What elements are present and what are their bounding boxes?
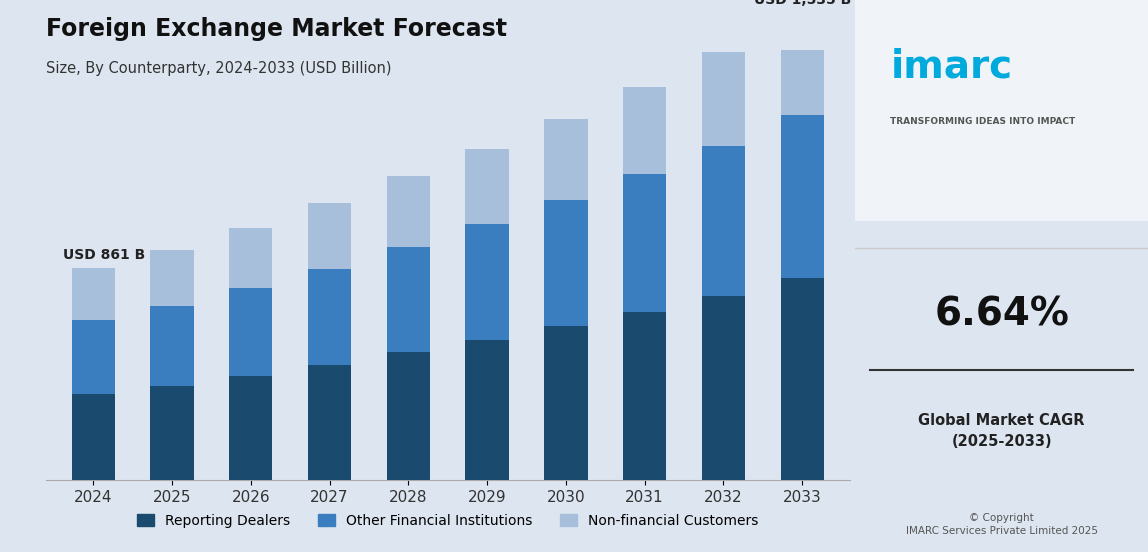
Bar: [71, 320, 115, 394]
Text: Global Market CAGR
(2025-2033): Global Market CAGR (2025-2033): [918, 412, 1085, 449]
Text: © Copyright
IMARC Services Private Limited 2025: © Copyright IMARC Services Private Limit…: [906, 513, 1097, 536]
Legend: Reporting Dealers, Other Financial Institutions, Non-financial Customers: Reporting Dealers, Other Financial Insti…: [132, 508, 763, 534]
Text: 6.64%: 6.64%: [934, 296, 1069, 333]
Text: USD 1,535 B: USD 1,535 B: [753, 0, 851, 7]
Bar: [623, 87, 666, 174]
Bar: [623, 174, 666, 312]
Bar: [71, 394, 115, 480]
Bar: [308, 204, 351, 269]
Bar: [150, 306, 194, 385]
Bar: [150, 385, 194, 480]
Bar: [623, 312, 666, 480]
FancyBboxPatch shape: [855, 0, 1148, 221]
Bar: [387, 177, 430, 247]
Bar: [781, 14, 824, 115]
Text: imarc: imarc: [891, 47, 1013, 85]
Text: Size, By Counterparty, 2024-2033 (USD Billion): Size, By Counterparty, 2024-2033 (USD Bi…: [46, 61, 391, 76]
Bar: [230, 288, 272, 376]
Bar: [230, 228, 272, 288]
Bar: [230, 376, 272, 480]
Text: TRANSFORMING IDEAS INTO IMPACT: TRANSFORMING IDEAS INTO IMPACT: [891, 117, 1076, 126]
Bar: [308, 269, 351, 365]
Bar: [308, 365, 351, 480]
Bar: [544, 326, 588, 480]
Bar: [465, 150, 509, 224]
Bar: [781, 279, 824, 480]
Bar: [544, 119, 588, 200]
Bar: [150, 250, 194, 306]
Text: Foreign Exchange Market Forecast: Foreign Exchange Market Forecast: [46, 17, 507, 40]
Bar: [544, 200, 588, 326]
Bar: [465, 224, 509, 340]
Bar: [387, 352, 430, 480]
Bar: [71, 268, 115, 320]
Bar: [465, 340, 509, 480]
Bar: [387, 247, 430, 352]
Text: USD 861 B: USD 861 B: [63, 247, 146, 262]
Bar: [701, 296, 745, 480]
Bar: [701, 52, 745, 146]
Bar: [701, 146, 745, 296]
Bar: [781, 115, 824, 279]
